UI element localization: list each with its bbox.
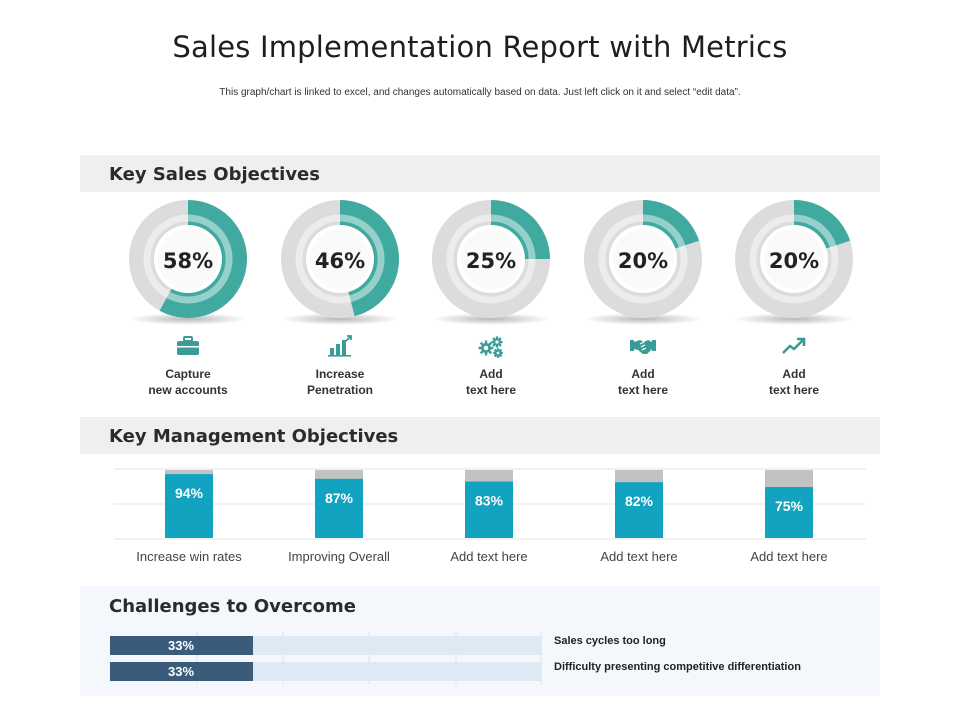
management-bar-value: 83% xyxy=(475,493,504,509)
management-category-label: Add text here xyxy=(600,549,678,564)
management-bar xyxy=(315,478,363,538)
management-bar xyxy=(165,474,213,538)
challenge-bar-value: 33% xyxy=(167,664,195,679)
management-bar xyxy=(765,487,813,538)
management-objectives-heading: Key Management Objectives xyxy=(109,426,399,447)
management-bar-value: 75% xyxy=(775,498,804,514)
sales-objective-label: Add text here xyxy=(768,367,820,397)
sales-objective-item: Add text here xyxy=(734,334,854,398)
donut-value-label: 25% xyxy=(465,249,517,273)
donut-segment xyxy=(491,200,550,259)
donut-segment xyxy=(794,200,851,249)
handshake-icon xyxy=(630,340,656,354)
donut-inner-ring xyxy=(446,214,536,304)
management-bar-value: 82% xyxy=(625,493,654,509)
sales-objective-item: Add text here xyxy=(583,334,703,398)
management-bar-value: 94% xyxy=(175,485,204,501)
donut-inner-ring xyxy=(598,214,688,304)
sales-objectives-band: Key Sales Objectives xyxy=(80,155,880,192)
sales-donut: 46% xyxy=(277,196,403,326)
sales-donut: 20% xyxy=(580,196,706,326)
sales-donut: 20% xyxy=(731,196,857,326)
challenge-bar-track: 33% xyxy=(110,636,542,655)
sales-objective-item: Capture new accounts xyxy=(128,334,248,398)
donut-value-label: 20% xyxy=(617,249,669,273)
challenges-heading: Challenges to Overcome xyxy=(109,596,356,617)
donut-inner-ring xyxy=(295,214,385,304)
challenge-bar-value: 33% xyxy=(167,638,195,653)
management-bar xyxy=(615,482,663,538)
sales-objective-item: Increase Penetration xyxy=(280,334,400,398)
challenge-label: Sales cycles too long xyxy=(554,635,666,647)
challenge-label: Difficulty presenting competitive differ… xyxy=(554,661,801,673)
bar-chart-icon xyxy=(328,335,352,357)
donut-segment xyxy=(643,200,700,249)
gears-icon xyxy=(478,336,503,358)
donut-value-label: 46% xyxy=(314,249,366,273)
sales-objective-item: Add text here xyxy=(431,334,551,398)
management-bar xyxy=(465,481,513,538)
management-objectives-band: Key Management Objectives xyxy=(80,417,880,454)
challenge-bar xyxy=(110,662,253,681)
management-category-label: Add text here xyxy=(450,549,528,564)
donut-svg xyxy=(431,200,551,325)
sales-objectives-heading: Key Sales Objectives xyxy=(109,164,320,185)
donut-value-label: 58% xyxy=(162,249,214,273)
management-category-label: Improving Overall xyxy=(288,549,390,564)
briefcase-icon xyxy=(177,336,199,355)
page-subtitle: This graph/chart is linked to excel, and… xyxy=(219,87,741,98)
donut-svg xyxy=(583,200,703,325)
donut-segment xyxy=(159,200,247,318)
donut-svg xyxy=(734,200,854,325)
page-title: Sales Implementation Report with Metrics xyxy=(172,30,788,64)
management-bar-chart: 94% 87% 83% 82% 75% xyxy=(114,468,866,540)
challenge-bar xyxy=(110,636,253,655)
donut-inner-ring xyxy=(143,214,233,304)
sales-donut: 58% xyxy=(125,196,251,326)
donut-inner-ring xyxy=(749,214,839,304)
donut-svg xyxy=(128,200,248,325)
donut-value-label: 20% xyxy=(768,249,820,273)
sales-objective-label: Capture new accounts xyxy=(148,367,228,397)
trend-up-icon xyxy=(782,337,806,354)
sales-objective-label: Add text here xyxy=(465,367,517,397)
challenge-bar-track: 33% xyxy=(110,662,542,681)
management-category-label: Add text here xyxy=(750,549,828,564)
sales-objective-label: Add text here xyxy=(617,367,669,397)
donut-svg xyxy=(280,200,400,325)
management-bar-value: 87% xyxy=(325,490,354,506)
sales-donut: 25% xyxy=(428,196,554,326)
management-category-label: Increase win rates xyxy=(136,549,242,564)
sales-objective-label: Increase Penetration xyxy=(306,367,373,397)
